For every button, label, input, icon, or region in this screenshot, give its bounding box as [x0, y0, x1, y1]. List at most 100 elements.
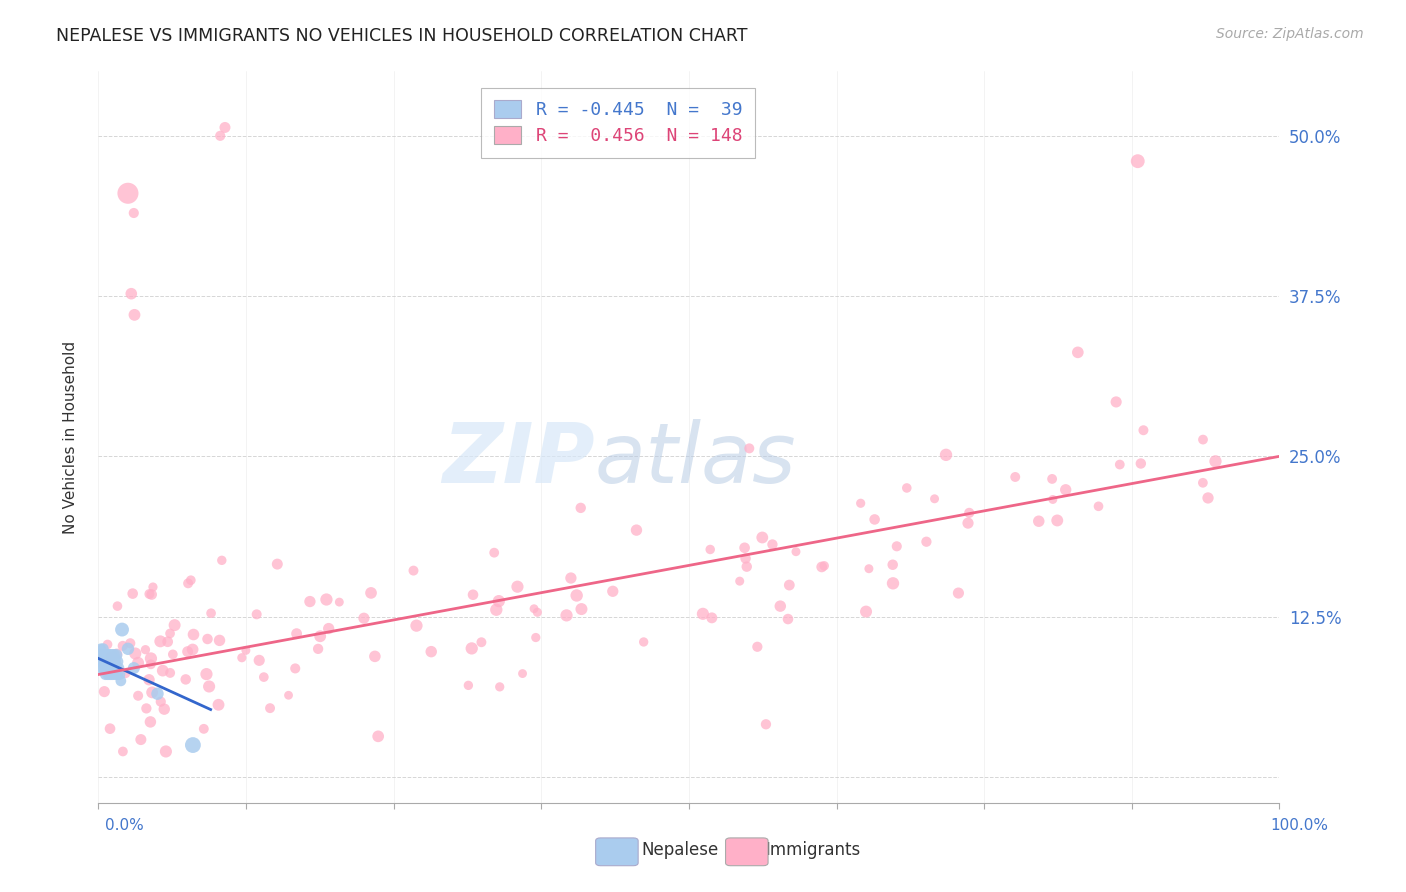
Point	[855, 605, 877, 619]
Point	[1204, 454, 1226, 468]
Point	[569, 500, 592, 515]
Point	[1192, 475, 1215, 490]
Point	[153, 702, 176, 716]
Point	[97, 667, 120, 681]
Text: NEPALESE VS IMMIGRANTS NO VEHICLES IN HOUSEHOLD CORRELATION CHART: NEPALESE VS IMMIGRANTS NO VEHICLES IN HO…	[56, 27, 748, 45]
Point	[266, 557, 288, 571]
Point	[246, 607, 269, 622]
Point	[183, 627, 205, 641]
Point	[751, 531, 773, 545]
Point	[776, 612, 799, 626]
Point	[785, 544, 807, 558]
Point	[1126, 154, 1149, 169]
Point	[1004, 470, 1026, 484]
FancyBboxPatch shape	[596, 838, 638, 866]
Point	[156, 634, 179, 648]
Point	[124, 308, 146, 322]
Point	[91, 648, 114, 663]
Point	[626, 523, 648, 537]
Point	[364, 649, 387, 664]
Point	[174, 673, 197, 687]
Text: 0.0%: 0.0%	[105, 818, 145, 832]
Point	[98, 655, 121, 669]
Text: 100.0%: 100.0%	[1271, 818, 1329, 832]
Point	[298, 594, 321, 608]
Point	[180, 573, 202, 587]
Point	[602, 584, 624, 599]
Point	[100, 648, 122, 663]
Point	[735, 559, 758, 574]
Point	[924, 491, 946, 506]
Point	[159, 665, 181, 680]
Point	[138, 673, 160, 687]
Point	[93, 684, 115, 698]
Point	[813, 558, 835, 573]
Point	[1105, 395, 1128, 409]
Point	[149, 634, 172, 648]
Point	[896, 481, 918, 495]
Point	[506, 580, 529, 594]
Point	[728, 574, 751, 589]
Point	[105, 647, 128, 661]
Point	[135, 701, 157, 715]
Point	[146, 687, 169, 701]
Point	[129, 732, 152, 747]
Point	[734, 551, 756, 566]
Point	[101, 655, 124, 669]
Point	[98, 722, 121, 736]
Point	[193, 722, 215, 736]
Point	[420, 645, 443, 659]
Point	[139, 657, 162, 672]
Point	[457, 678, 479, 692]
Point	[107, 661, 129, 675]
Point	[886, 539, 908, 553]
Point	[104, 655, 127, 669]
Point	[214, 120, 236, 135]
Point	[277, 688, 299, 702]
Point	[1067, 345, 1090, 359]
Point	[402, 564, 425, 578]
Point	[328, 595, 350, 609]
Point	[882, 558, 904, 572]
Point	[633, 635, 655, 649]
Point	[108, 667, 131, 681]
Point	[111, 639, 134, 653]
Point	[177, 576, 200, 591]
Point	[96, 648, 118, 663]
Point	[1040, 472, 1063, 486]
Point	[935, 448, 957, 462]
Point	[1028, 514, 1050, 528]
Point	[209, 128, 232, 143]
FancyBboxPatch shape	[725, 838, 768, 866]
Point	[104, 667, 127, 681]
Point	[96, 661, 118, 675]
Point	[1129, 457, 1152, 471]
Point	[360, 586, 382, 600]
Point	[318, 622, 340, 636]
Point	[523, 601, 546, 615]
Point	[117, 641, 139, 656]
Point	[734, 541, 756, 555]
Point	[120, 636, 142, 650]
Point	[122, 206, 145, 220]
Point	[142, 580, 165, 594]
Point	[565, 589, 588, 603]
Point	[482, 546, 505, 560]
Point	[122, 661, 145, 675]
Text: Immigrants: Immigrants	[766, 841, 860, 859]
Text: Source: ZipAtlas.com: Source: ZipAtlas.com	[1216, 27, 1364, 41]
Point	[555, 608, 578, 623]
Point	[91, 655, 114, 669]
Point	[103, 661, 125, 675]
Point	[94, 667, 117, 681]
Point	[110, 673, 132, 688]
Point	[915, 534, 938, 549]
Point	[948, 586, 970, 600]
Point	[200, 606, 222, 620]
Point	[692, 607, 714, 621]
Point	[155, 744, 177, 758]
Point	[100, 661, 122, 675]
Point	[134, 642, 156, 657]
Point	[560, 571, 582, 585]
Point	[353, 611, 375, 625]
